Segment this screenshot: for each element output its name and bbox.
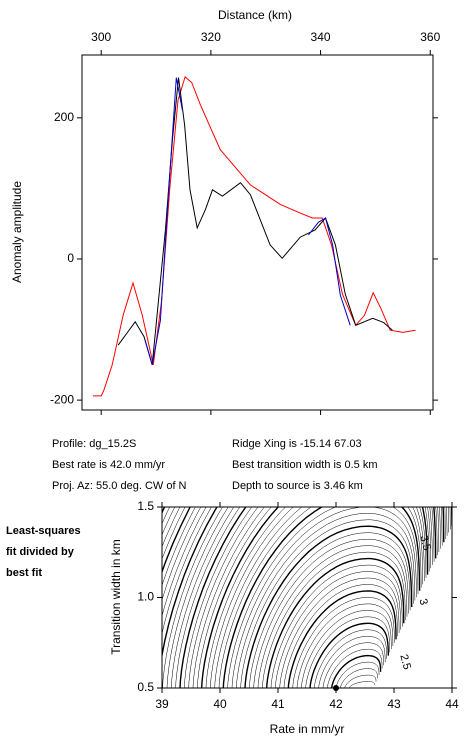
contour-line [166, 507, 441, 688]
contour-line [301, 610, 392, 688]
contour-line [287, 590, 397, 688]
contour-line [283, 584, 398, 688]
contour-line [240, 519, 414, 688]
x-tick-label: 44 [445, 697, 459, 711]
x-tick-label: 340 [311, 30, 331, 44]
x-tick-label: 39 [155, 697, 169, 711]
x-tick-label: 40 [213, 697, 227, 711]
info-text: Depth to source is 3.46 km [232, 480, 363, 492]
contour-line [253, 538, 409, 688]
contour-line [214, 507, 424, 688]
contour-line [162, 507, 186, 560]
contour-line [344, 674, 377, 688]
info-text: Best transition width is 0.5 km [232, 459, 378, 471]
info-text: Ridge Xing is -15.14 67.03 [232, 438, 362, 450]
y-tick-label: 1.5 [137, 499, 154, 513]
y-tick-label: 0.5 [137, 680, 154, 694]
contour-line [162, 507, 445, 660]
contour-line [162, 507, 451, 587]
contour-line [218, 507, 422, 688]
contour-line [322, 642, 384, 688]
x-tick-label: 300 [91, 30, 111, 44]
x-tick-label: 360 [420, 30, 440, 44]
side-note: Least-squares [6, 525, 81, 537]
contour-line [63, 255, 467, 689]
contour-line [236, 513, 416, 688]
contour-line [210, 507, 425, 688]
contour-line [318, 635, 386, 688]
profile-line [144, 77, 351, 365]
contour-line [309, 622, 389, 688]
x-tick-label: 42 [329, 697, 343, 711]
profile-line [93, 76, 416, 397]
contour-line [106, 319, 463, 688]
side-note: best fit [6, 567, 42, 579]
plot-frame [81, 54, 434, 411]
plot-lines [93, 76, 416, 397]
contour-line [162, 507, 449, 601]
contour-line [205, 507, 427, 688]
contour-line [222, 507, 421, 688]
contour-line [179, 507, 437, 688]
contour-line [348, 681, 375, 688]
contour-label: 3 [417, 597, 430, 606]
contour-line [266, 557, 405, 688]
contour-line [162, 507, 443, 688]
contour-line [175, 507, 438, 688]
contour-line [201, 507, 429, 688]
contour-line [162, 507, 176, 536]
info-text: Profile: dg_15.2S [52, 438, 136, 450]
x-tick-label: 320 [201, 30, 221, 44]
y-tick-label: 1.0 [137, 590, 154, 604]
info-text: Best rate is 42.0 mm/yr [52, 459, 165, 471]
profile-line [117, 77, 393, 365]
contour-line [340, 668, 378, 688]
contour-line [72, 267, 467, 688]
contour-line [67, 261, 467, 688]
y-axis-title: Transition width in km [109, 539, 123, 655]
contour-label: 3.5 [417, 534, 433, 552]
contour-line [279, 577, 400, 688]
contour-line [231, 507, 417, 688]
contour-line [184, 507, 435, 688]
y-tick-label: 0 [67, 251, 74, 265]
contour-line [249, 532, 411, 688]
x-tick-label: 41 [271, 697, 285, 711]
contour-line [93, 300, 467, 688]
side-note: fit divided by [6, 546, 75, 558]
contour-line [244, 525, 413, 688]
contour-line [188, 507, 433, 688]
y-tick-label: 200 [54, 110, 74, 124]
contour-line [327, 648, 383, 688]
contour-line [314, 629, 387, 688]
contour-line [335, 661, 380, 688]
contour-line [275, 571, 401, 688]
x-tick-label: 43 [387, 697, 401, 711]
contour-line [262, 551, 406, 688]
contour-line [296, 603, 394, 688]
contour-line [257, 545, 408, 688]
contour-line [192, 507, 432, 688]
contour-line [102, 313, 465, 688]
contour-line [305, 616, 391, 688]
contour-line [171, 507, 440, 688]
y-axis-title: Anomaly amplitude [10, 181, 24, 283]
contour-field [63, 255, 467, 689]
contour-line [162, 507, 446, 635]
contour-line [162, 507, 448, 617]
contour-line [270, 564, 403, 688]
contour-label: 2.5 [397, 653, 413, 671]
contour-line [331, 654, 382, 688]
contour-line [292, 597, 395, 688]
best-fit-point [333, 685, 339, 691]
contour-line [227, 507, 419, 688]
y-tick-label: -200 [50, 392, 74, 406]
contour-line [162, 507, 452, 574]
contour-line [197, 507, 430, 688]
info-text: Proj. Az: 55.0 deg. CW of N [52, 480, 187, 492]
x-axis-title: Rate in mm/yr [270, 722, 345, 736]
x-axis-title: Distance (km) [218, 8, 292, 22]
